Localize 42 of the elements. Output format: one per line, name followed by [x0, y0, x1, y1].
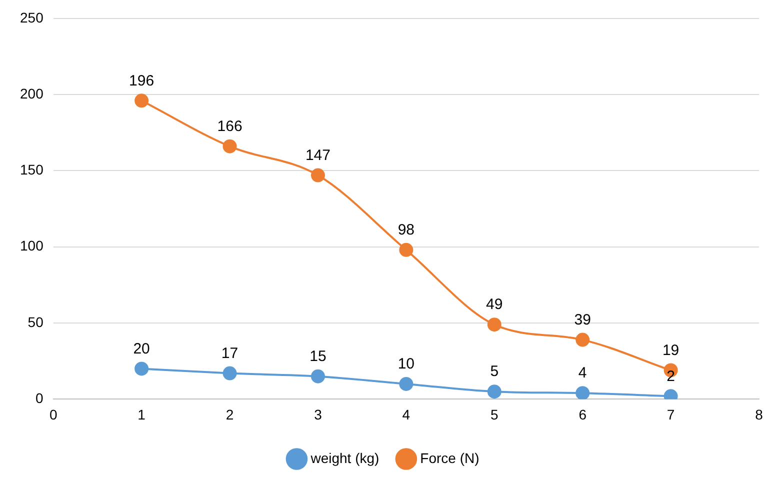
legend-label: Force (N) [420, 450, 480, 466]
x-tick-label: 2 [226, 406, 234, 422]
data-label: 196 [129, 72, 154, 90]
data-label: 17 [221, 344, 238, 362]
y-tick-label: 200 [20, 85, 44, 102]
data-label: 10 [398, 356, 415, 373]
x-tick-label: 6 [578, 406, 587, 422]
data-label: 98 [398, 222, 415, 239]
x-tick-label: 0 [49, 406, 58, 422]
point [134, 362, 149, 376]
point [576, 332, 590, 347]
data-label: 15 [310, 348, 326, 365]
data-label: 39 [574, 311, 591, 328]
x-tick-label: 8 [755, 406, 764, 422]
y-tick-label: 250 [20, 9, 44, 26]
point [399, 242, 414, 257]
data-label: 147 [305, 146, 330, 164]
point [310, 369, 325, 384]
data-label: 4 [578, 364, 587, 382]
x-tick-label: 3 [314, 406, 322, 422]
x-tick-label: 7 [666, 406, 675, 422]
point [310, 168, 325, 182]
data-label: 20 [133, 340, 150, 358]
point [222, 139, 237, 154]
y-tick-label: 0 [36, 390, 44, 406]
y-tick-label: 50 [28, 314, 44, 330]
point [487, 384, 502, 399]
x-tick-label: 5 [490, 406, 498, 422]
y-tick-label: 100 [20, 238, 44, 254]
point [399, 376, 414, 391]
point [576, 386, 590, 400]
data-label: 49 [486, 296, 503, 314]
point [222, 366, 237, 380]
y-tick-label: 150 [20, 162, 44, 178]
data-label: 5 [490, 363, 499, 380]
data-label: 166 [217, 118, 242, 135]
point [487, 318, 502, 332]
x-tick-label: 4 [402, 406, 410, 422]
point [134, 94, 149, 108]
data-label: 19 [662, 342, 680, 359]
legend-label: weight (kg) [310, 450, 380, 466]
x-tick-label: 1 [138, 406, 146, 422]
